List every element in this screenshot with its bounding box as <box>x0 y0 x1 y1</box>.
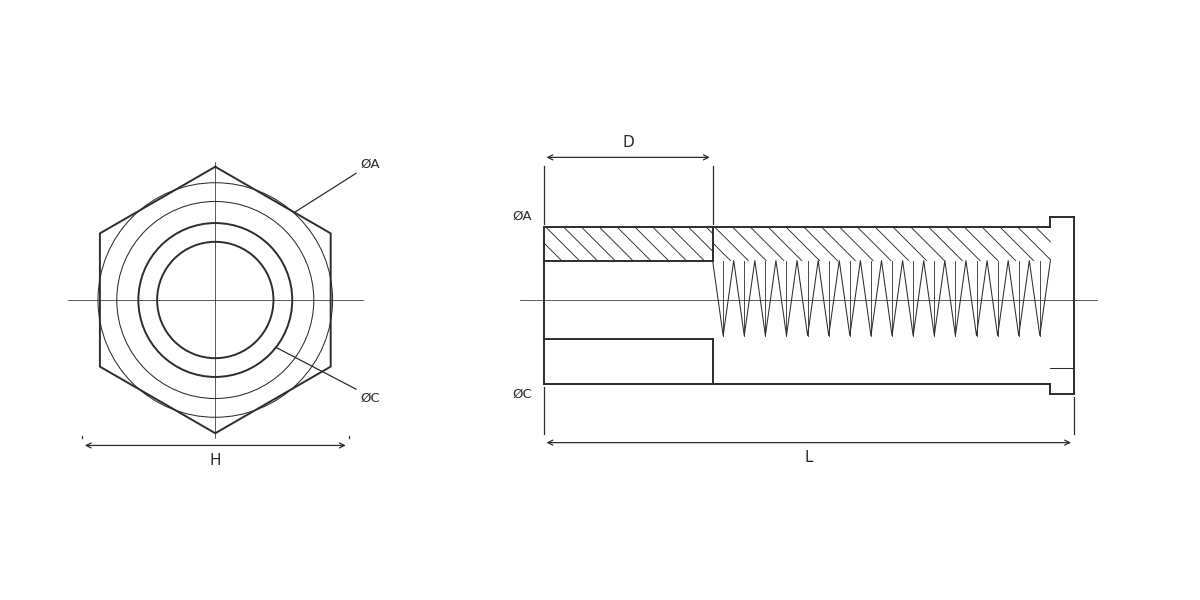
Text: ØC: ØC <box>361 392 380 405</box>
Text: D: D <box>623 135 634 150</box>
Text: H: H <box>210 453 221 468</box>
Text: ØC: ØC <box>512 388 533 401</box>
Text: L: L <box>804 450 814 465</box>
Text: ØA: ØA <box>361 158 380 170</box>
Text: ØA: ØA <box>512 210 533 223</box>
